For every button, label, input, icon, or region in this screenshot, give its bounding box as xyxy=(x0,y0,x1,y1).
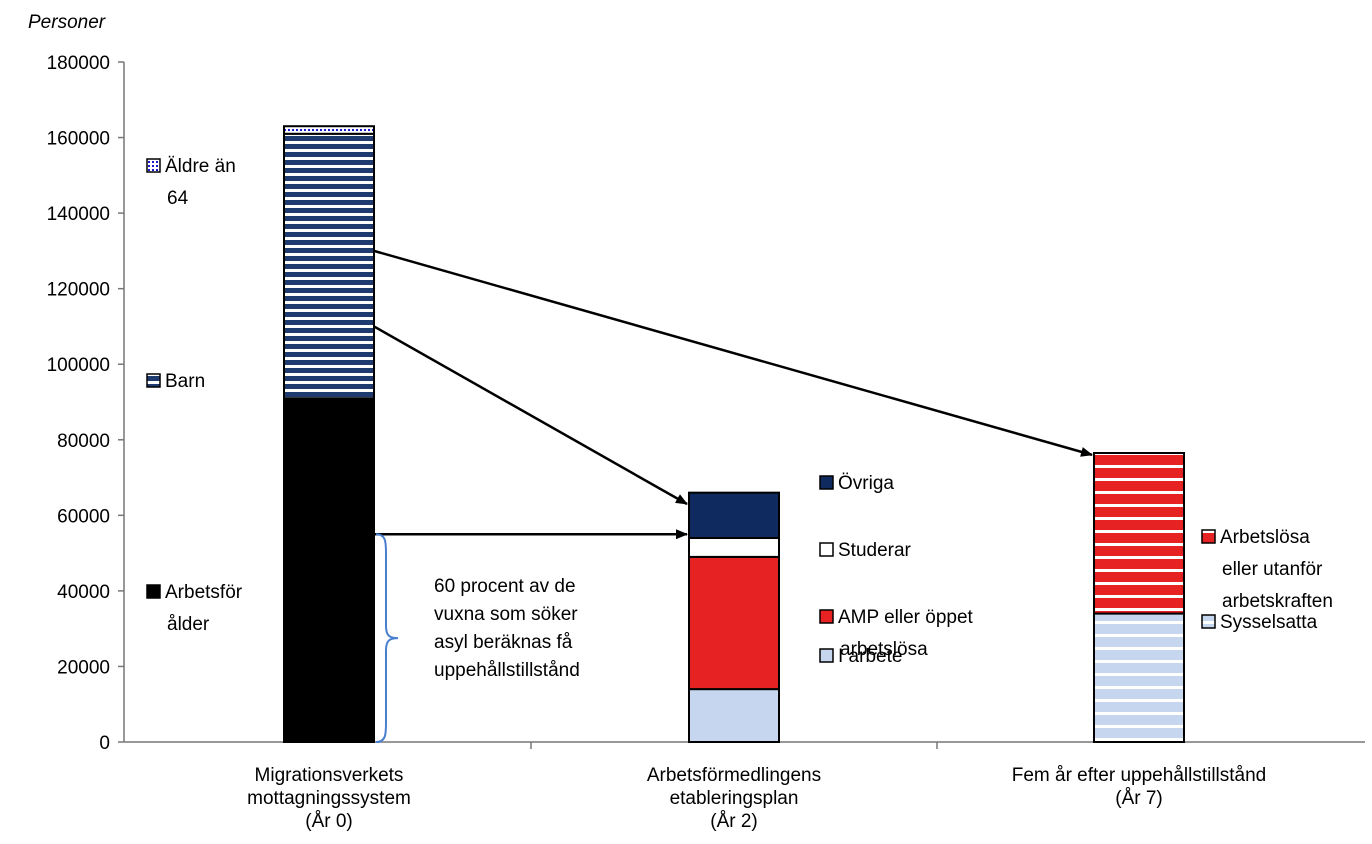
y-tick-label: 80000 xyxy=(57,431,110,452)
y-axis-label: Personer xyxy=(28,12,106,33)
y-tick-label: 140000 xyxy=(47,204,110,225)
legend-label: eller utanför xyxy=(1222,559,1323,580)
y-tick-label: 160000 xyxy=(47,129,110,150)
annotation-text: uppehållstillstånd xyxy=(434,660,580,681)
annotation-text: 60 procent av de xyxy=(434,576,576,597)
bar-segment-0-1 xyxy=(283,132,375,400)
legend-item-0-0: Arbetsför ålder xyxy=(146,582,243,635)
legend-swatch xyxy=(819,475,834,490)
bar-segment-0-0 xyxy=(283,397,375,743)
bar-segment-1-2 xyxy=(688,537,780,558)
y-tick-label: 100000 xyxy=(47,355,110,376)
x-category-label: etableringsplan xyxy=(670,788,799,809)
legend-swatch xyxy=(819,609,834,624)
bar-segment-1-1 xyxy=(688,555,780,691)
legend-label: ålder xyxy=(167,614,210,635)
y-tick-label: 180000 xyxy=(47,53,110,74)
legend-swatch xyxy=(1201,614,1216,629)
legend-swatch xyxy=(819,542,834,557)
bar-segment-2-0 xyxy=(1093,612,1185,743)
legend-swatch xyxy=(146,584,161,599)
legend-item-1-1: AMP eller öppet arbetslösa xyxy=(819,607,974,660)
bar-segment-1-0 xyxy=(688,688,780,743)
annotation-text: vuxna som söker xyxy=(434,604,578,625)
legend-label: Övriga xyxy=(838,473,894,494)
x-category-label: Migrationsverkets xyxy=(255,765,404,786)
legend-label: arbetskraften xyxy=(1222,591,1333,612)
legend-swatch xyxy=(146,373,161,388)
x-category-label: (År 7) xyxy=(1115,788,1163,809)
legend-item-1-2: Studerar xyxy=(819,540,912,561)
x-category-label: Fem år efter uppehållstillstånd xyxy=(1012,765,1267,786)
y-tick-label: 60000 xyxy=(57,506,110,527)
legend-item-0-2: Äldre än 64 xyxy=(146,156,236,209)
arrows xyxy=(373,249,1093,540)
legend-swatch xyxy=(819,648,834,663)
y-tick-labels: 0 20000 40000 60000 80000 100000 120000 140000 1… xyxy=(47,53,110,754)
x-category-label: mottagningssystem xyxy=(247,788,411,809)
legend-swatch xyxy=(1201,529,1216,544)
legend-label: Barn xyxy=(165,371,205,392)
legend-item-1-0: I arbete xyxy=(819,646,902,667)
bar-segment-1-3 xyxy=(688,491,780,539)
legend-label: I arbete xyxy=(838,646,902,667)
legend-item-1-3: Övriga xyxy=(819,473,894,494)
legend-item-2-1: Arbetslösa eller utanför arbetskraften xyxy=(1201,527,1333,612)
legend-label: 64 xyxy=(167,188,189,209)
y-tick-label: 20000 xyxy=(57,657,110,678)
legend-label: Studerar xyxy=(838,540,912,561)
legend-label: arbetslösa xyxy=(840,639,928,660)
flow-arrow-1 xyxy=(373,325,688,506)
legend-label: Sysselsatta xyxy=(1220,612,1318,633)
y-tick-label: 40000 xyxy=(57,582,110,603)
legend-swatch xyxy=(146,158,161,173)
legend-label: Äldre än xyxy=(165,156,236,177)
legend-label: Arbetsför xyxy=(165,582,243,603)
annotation: 60 procent av de vuxna som söker asyl berä… xyxy=(375,533,580,743)
x-category-label: (År 2) xyxy=(710,811,758,832)
bar-segment-0-2 xyxy=(283,125,375,135)
legend-label: AMP eller öppet xyxy=(838,607,974,628)
y-tick-label: 0 xyxy=(99,733,110,754)
y-tick-label: 120000 xyxy=(47,280,110,301)
x-category-label: (År 0) xyxy=(305,811,353,832)
x-category-label: Arbetsförmedlingens xyxy=(647,765,821,786)
curly-brace xyxy=(375,533,399,743)
annotation-text: asyl beräknas få xyxy=(434,632,573,653)
legend-label: Arbetslösa xyxy=(1220,527,1310,548)
flow-arrow-0 xyxy=(373,249,1093,457)
bar-segment-2-1 xyxy=(1093,452,1185,615)
legend-item-0-1: Barn xyxy=(146,371,205,392)
legend-item-2-0: Sysselsatta xyxy=(1201,612,1318,633)
bars xyxy=(283,125,1185,743)
